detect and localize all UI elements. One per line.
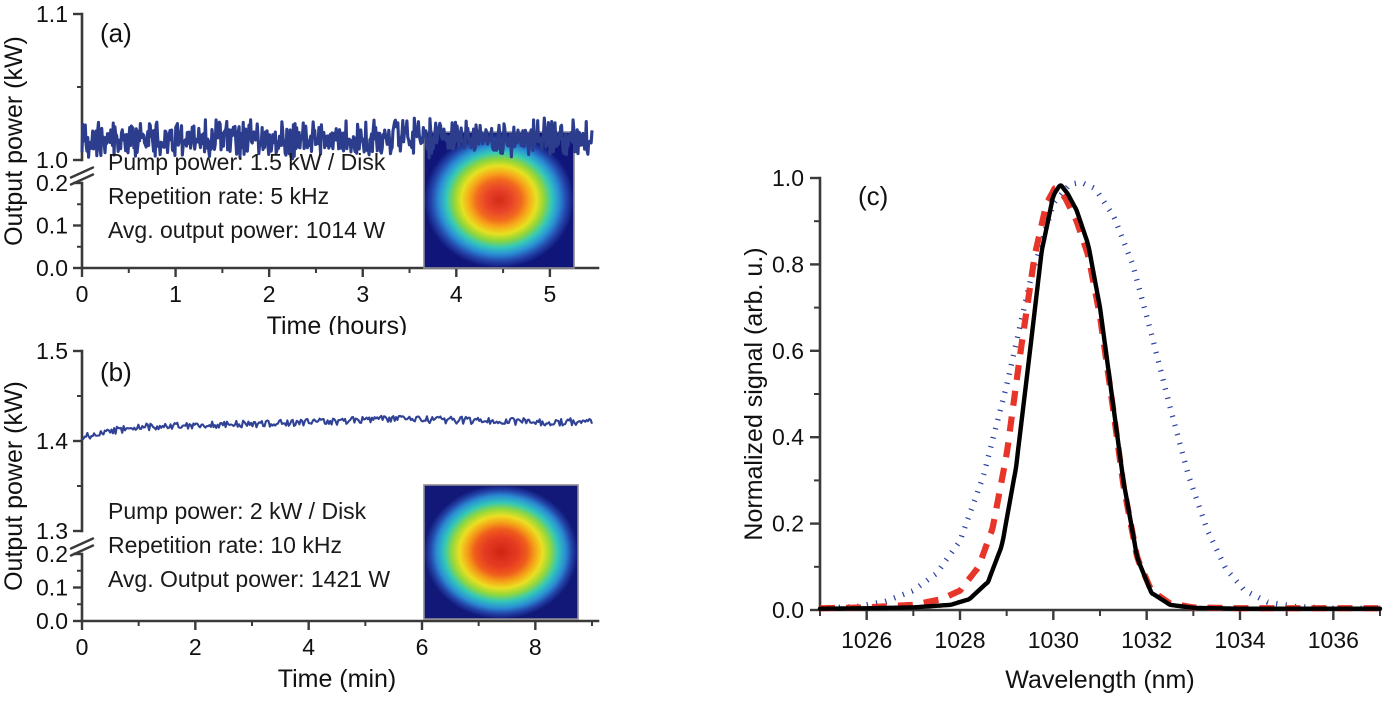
spectrum-curve-solid bbox=[817, 183, 1383, 611]
svg-text:0.0: 0.0 bbox=[36, 255, 68, 281]
svg-text:Pump power: 2 kW / Disk: Pump power: 2 kW / Disk bbox=[108, 498, 367, 524]
power-trace bbox=[80, 116, 594, 161]
svg-text:Repetition rate: 10 kHz: Repetition rate: 10 kHz bbox=[108, 532, 342, 558]
spectrum-curve-dashed bbox=[819, 184, 1381, 612]
svg-text:1034: 1034 bbox=[1214, 627, 1265, 653]
svg-text:8: 8 bbox=[529, 634, 542, 660]
svg-text:Output power (kW): Output power (kW) bbox=[0, 36, 28, 246]
svg-text:1.1: 1.1 bbox=[36, 1, 68, 27]
svg-text:0.0: 0.0 bbox=[36, 608, 68, 634]
svg-text:Avg. output power: 1014 W: Avg. output power: 1014 W bbox=[108, 217, 385, 243]
svg-text:(a): (a) bbox=[100, 18, 132, 48]
svg-text:4: 4 bbox=[302, 634, 315, 660]
svg-text:1030: 1030 bbox=[1028, 627, 1079, 653]
svg-text:(b): (b) bbox=[100, 357, 132, 387]
svg-text:1032: 1032 bbox=[1121, 627, 1172, 653]
panel-b-chart: 0.0 0.1 0.21.3 1.4 1.5 0 2 4 6 8 (b) Pump power: 2 … bbox=[0, 338, 600, 693]
svg-text:Pump power: 1.5 kW / Disk: Pump power: 1.5 kW / Disk bbox=[108, 149, 386, 175]
svg-text:0.6: 0.6 bbox=[772, 338, 804, 364]
svg-text:5: 5 bbox=[543, 281, 556, 307]
svg-text:0.0: 0.0 bbox=[772, 597, 804, 623]
spectrum-curve-dotted bbox=[819, 179, 1381, 611]
svg-text:2: 2 bbox=[189, 634, 202, 660]
svg-text:Time (hours): Time (hours) bbox=[267, 312, 408, 335]
svg-text:Output power (kW): Output power (kW) bbox=[0, 381, 28, 591]
svg-text:6: 6 bbox=[416, 634, 429, 660]
svg-text:Repetition rate: 5 kHz: Repetition rate: 5 kHz bbox=[108, 183, 329, 209]
svg-text:0.4: 0.4 bbox=[772, 424, 804, 450]
svg-text:2: 2 bbox=[263, 281, 276, 307]
svg-text:1.0: 1.0 bbox=[772, 165, 804, 191]
beam-profile-inset bbox=[423, 484, 579, 620]
svg-text:0.2: 0.2 bbox=[772, 511, 804, 537]
svg-text:1036: 1036 bbox=[1308, 627, 1359, 653]
svg-text:0.8: 0.8 bbox=[772, 251, 804, 277]
svg-text:0: 0 bbox=[76, 281, 89, 307]
svg-text:0.1: 0.1 bbox=[36, 213, 68, 239]
svg-text:1028: 1028 bbox=[934, 627, 985, 653]
svg-text:1.5: 1.5 bbox=[36, 338, 68, 364]
svg-text:1026: 1026 bbox=[841, 627, 892, 653]
power-trace bbox=[81, 414, 593, 441]
svg-text:4: 4 bbox=[450, 281, 463, 307]
svg-text:3: 3 bbox=[356, 281, 369, 307]
svg-text:1.3: 1.3 bbox=[36, 518, 68, 544]
svg-text:Avg. Output power: 1421 W: Avg. Output power: 1421 W bbox=[108, 566, 390, 592]
svg-text:1.4: 1.4 bbox=[36, 428, 68, 454]
svg-text:Normalized signal (arb. u.): Normalized signal (arb. u.) bbox=[740, 247, 768, 540]
svg-text:1.0: 1.0 bbox=[36, 147, 68, 173]
panel-a-chart: 0.0 0.1 0.21.0 1.1 0 1 2 3 4 5 (a) Pump power: 1.5 … bbox=[0, 1, 600, 335]
svg-text:0.2: 0.2 bbox=[36, 170, 68, 196]
panel-c-chart: 0.0 0.2 0.4 0.6 0.8 1.0 1026 1028 1030 1032 1034 10… bbox=[740, 165, 1383, 694]
svg-text:0.1: 0.1 bbox=[36, 575, 68, 601]
svg-text:0.2: 0.2 bbox=[36, 541, 68, 567]
svg-text:(c): (c) bbox=[858, 181, 888, 211]
svg-text:0: 0 bbox=[76, 634, 89, 660]
svg-text:1: 1 bbox=[169, 281, 182, 307]
svg-text:Time (min): Time (min) bbox=[278, 665, 397, 693]
svg-text:Wavelength (nm): Wavelength (nm) bbox=[1005, 666, 1194, 694]
